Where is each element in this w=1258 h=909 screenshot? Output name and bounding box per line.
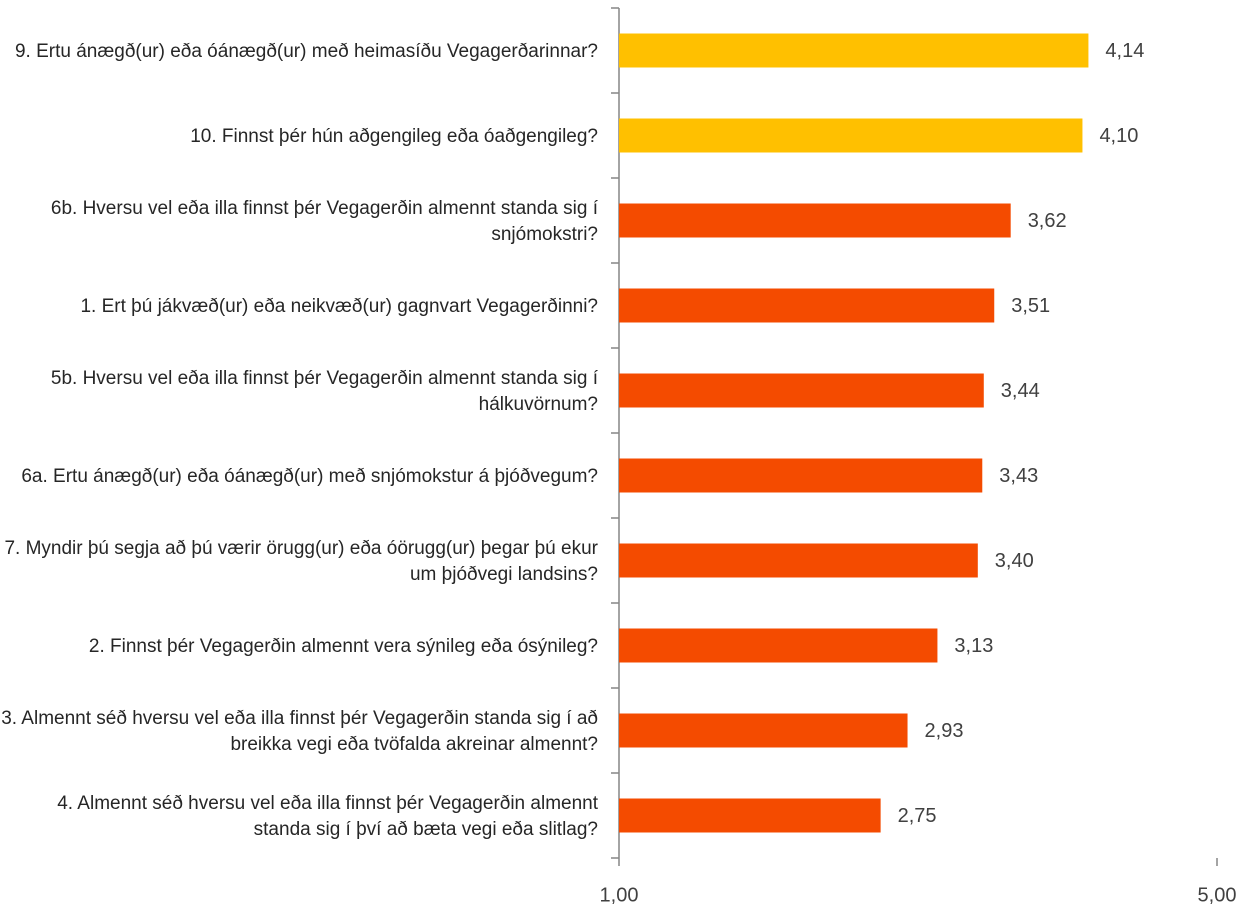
category-label: 10. Finnst þér hún aðgengileg eða óaðgen…: [190, 125, 598, 147]
category-label: 3. Almennt séð hversu vel eða illa finns…: [1, 707, 598, 755]
value-label: 3,43: [999, 465, 1038, 487]
value-label: 2,75: [898, 805, 937, 827]
value-label: 3,13: [954, 635, 993, 657]
x-tick-label: 5,00: [1198, 884, 1237, 906]
category-label: 6a. Ertu ánægð(ur) eða óánægð(ur) með sn…: [21, 465, 598, 487]
category-label: 4. Almennt séð hversu vel eða illa finns…: [57, 792, 598, 840]
category-label-box: 9. Ertu ánægð(ur) eða óánægð(ur) með hei…: [0, 9, 598, 94]
bar: [619, 798, 881, 833]
category-label: 7. Myndir þú segja að þú værir örugg(ur)…: [4, 537, 598, 585]
x-tick-label: 1,00: [600, 884, 639, 906]
value-label: 3,44: [1001, 380, 1040, 402]
value-label: 4,10: [1099, 125, 1138, 147]
bar: [619, 458, 983, 493]
category-label-box: 5b. Hversu vel eða illa finnst þér Vegag…: [0, 349, 598, 434]
category-label-box: 4. Almennt séð hversu vel eða illa finns…: [0, 774, 598, 859]
category-label-box: 3. Almennt séð hversu vel eða illa finns…: [0, 689, 598, 774]
category-label-box: 2. Finnst þér Vegagerðin almennt vera sý…: [0, 604, 598, 689]
category-label-box: 6a. Ertu ánægð(ur) eða óánægð(ur) með sn…: [0, 434, 598, 519]
value-label: 2,93: [925, 720, 964, 742]
bar: [619, 713, 908, 748]
category-label: 5b. Hversu vel eða illa finnst þér Vegag…: [50, 367, 598, 415]
category-label-box: 1. Ert þú jákvæð(ur) eða neikvæð(ur) gag…: [0, 264, 598, 349]
category-label-box: 6b. Hversu vel eða illa finnst þér Vegag…: [0, 179, 598, 264]
bar: [619, 118, 1083, 153]
category-label-box: 10. Finnst þér hún aðgengileg eða óaðgen…: [0, 94, 598, 179]
bar: [619, 288, 995, 323]
bar: [619, 628, 938, 663]
category-label-box: 7. Myndir þú segja að þú værir örugg(ur)…: [0, 519, 598, 604]
category-label: 2. Finnst þér Vegagerðin almennt vera sý…: [88, 635, 598, 657]
bar: [619, 203, 1011, 238]
category-label: 1. Ert þú jákvæð(ur) eða neikvæð(ur) gag…: [80, 295, 598, 317]
bar: [619, 543, 978, 578]
category-label: 6b. Hversu vel eða illa finnst þér Vegag…: [50, 197, 598, 245]
value-label: 3,51: [1011, 295, 1050, 317]
value-label: 3,62: [1028, 210, 1067, 232]
bar: [619, 373, 984, 408]
bar: [619, 33, 1089, 68]
category-label: 9. Ertu ánægð(ur) eða óánægð(ur) með hei…: [14, 40, 598, 62]
value-label: 4,14: [1105, 40, 1144, 62]
value-label: 3,40: [995, 550, 1034, 572]
